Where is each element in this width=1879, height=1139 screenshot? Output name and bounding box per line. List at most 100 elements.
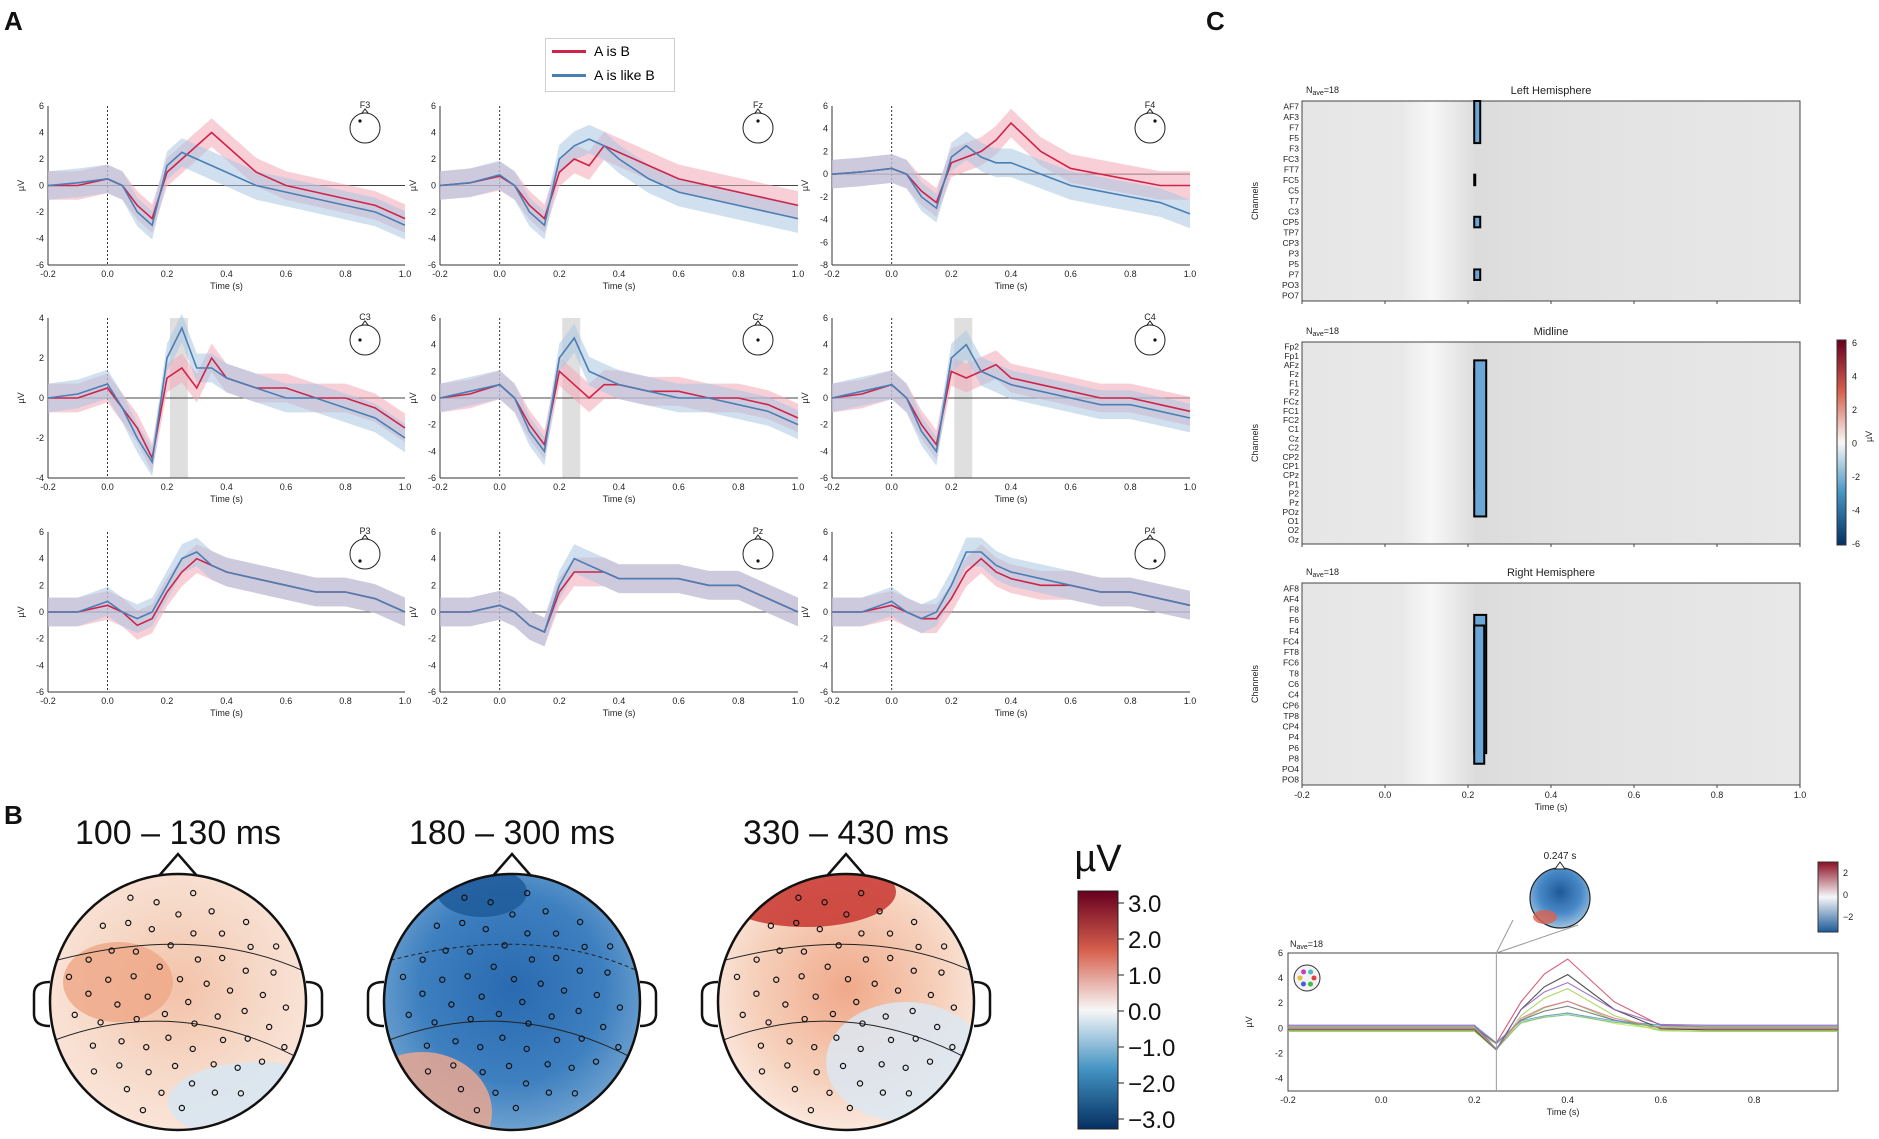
y-tick-label: 6 bbox=[431, 527, 436, 537]
topomap-region bbox=[63, 942, 173, 1022]
inset-positive-region bbox=[1533, 910, 1557, 924]
nave-symbol: N bbox=[1290, 939, 1297, 949]
significant-cluster bbox=[1473, 624, 1486, 765]
sensor-dot bbox=[1307, 981, 1313, 987]
channel-label: Fp1 bbox=[1284, 351, 1299, 361]
left-ear-icon bbox=[32, 980, 51, 1028]
topomap-2: 180 – 300 ms bbox=[366, 814, 658, 1132]
x-tick-label: 0.8 bbox=[1711, 790, 1724, 800]
nave-label: Nave=18 bbox=[1306, 326, 1339, 338]
electrode-marker bbox=[843, 911, 850, 918]
colorbar-tick-label: 2.0 bbox=[1128, 927, 1161, 954]
channel-label: P6 bbox=[1289, 743, 1300, 753]
y-tick-label: 4 bbox=[1278, 973, 1283, 983]
electrode-marker bbox=[523, 889, 531, 897]
nave-value: =18 bbox=[1324, 85, 1339, 95]
x-tick-label: 0.4 bbox=[613, 696, 626, 706]
y-tick-label: 2 bbox=[431, 366, 436, 376]
electrode-marker bbox=[886, 930, 894, 937]
y-tick-label: 0 bbox=[39, 607, 44, 617]
electrode-marker bbox=[857, 889, 865, 897]
electrode-marker bbox=[85, 990, 92, 997]
electrode-marker bbox=[859, 1020, 866, 1027]
y-tick-label: 2 bbox=[39, 580, 44, 590]
contour-line bbox=[718, 1020, 974, 1063]
channel-label: C2 bbox=[1288, 443, 1299, 453]
electrode-marker bbox=[211, 1089, 219, 1096]
x-tick-label: 0.8 bbox=[1124, 482, 1137, 492]
x-tick-label: 0.0 bbox=[1375, 1095, 1388, 1105]
electrode-marker bbox=[576, 918, 584, 926]
electrode-marker bbox=[876, 908, 883, 915]
y-tick-label: 0 bbox=[431, 607, 436, 617]
electrode-marker bbox=[165, 1034, 172, 1041]
y-tick-label: 2 bbox=[823, 146, 828, 156]
electrode-marker bbox=[581, 943, 588, 951]
electrode-marker bbox=[461, 894, 468, 901]
electrode-marker bbox=[606, 943, 614, 950]
electrode-marker bbox=[826, 1089, 833, 1096]
heatmap-area bbox=[1301, 582, 1801, 786]
electrode-marker bbox=[821, 899, 828, 906]
right-ear-icon bbox=[639, 980, 658, 1028]
x-tick-label: 0.0 bbox=[101, 482, 114, 492]
channel-label: TP7 bbox=[1283, 228, 1299, 238]
electrode-marker bbox=[130, 973, 137, 980]
electrode-marker bbox=[399, 973, 407, 981]
electrode-marker bbox=[879, 1089, 887, 1096]
electrode-marker bbox=[824, 963, 831, 970]
electrode-marker bbox=[71, 1011, 78, 1019]
x-tick-label: 1.0 bbox=[1184, 269, 1197, 279]
nave-symbol: N bbox=[1306, 326, 1313, 336]
y-tick-label: 6 bbox=[39, 527, 44, 537]
x-tick-label: 0.0 bbox=[101, 696, 114, 706]
legend-item-a-is-like-b: A is like B bbox=[546, 63, 674, 87]
electrode-marker bbox=[442, 947, 449, 954]
electrode-marker bbox=[846, 1104, 854, 1112]
inset-colorbar bbox=[1817, 861, 1839, 933]
electrode-marker bbox=[853, 998, 860, 1006]
channel-label: PO3 bbox=[1282, 280, 1299, 290]
electrode-marker bbox=[148, 925, 156, 933]
channel-label: CP4 bbox=[1282, 722, 1299, 732]
ci-band-a-is-like-b bbox=[832, 330, 1190, 466]
contour-line bbox=[50, 943, 306, 973]
y-tick-label: -6 bbox=[820, 237, 828, 247]
y-tick-label: 4 bbox=[823, 340, 828, 350]
electrode-marker bbox=[878, 1061, 885, 1068]
electrode-marker bbox=[801, 1015, 808, 1023]
x-tick-label: 0.2 bbox=[945, 269, 958, 279]
heatmap-title: Right Hemisphere bbox=[1507, 567, 1595, 579]
panel-label-c: C bbox=[1206, 6, 1225, 36]
x-axis-label: Time (s) bbox=[210, 281, 243, 291]
topomap-region bbox=[384, 1117, 437, 1130]
electrode-marker bbox=[405, 1011, 412, 1019]
electrode-marker bbox=[419, 956, 426, 963]
nose-icon bbox=[1146, 320, 1154, 326]
electrode-marker bbox=[816, 925, 824, 933]
y-tick-label: 2 bbox=[39, 353, 44, 363]
electrode-marker bbox=[833, 1034, 840, 1041]
electrode-marker bbox=[795, 894, 802, 901]
electrode-marker bbox=[765, 1019, 772, 1026]
electrode-marker bbox=[188, 1080, 196, 1087]
electrode-marker bbox=[604, 969, 611, 976]
significant-cluster bbox=[1473, 359, 1488, 518]
electrode-marker bbox=[145, 1068, 152, 1076]
electrode-marker bbox=[125, 919, 132, 927]
significant-cluster bbox=[1473, 215, 1482, 229]
electrode-marker bbox=[839, 1062, 847, 1070]
electrode-location-dot bbox=[756, 559, 760, 563]
electrode-marker bbox=[433, 922, 441, 929]
channel-label: T7 bbox=[1289, 196, 1299, 206]
x-tick-label: 1.0 bbox=[399, 696, 412, 706]
x-tick-label: 1.0 bbox=[1794, 790, 1807, 800]
legend-swatch-a-is-like-b bbox=[552, 73, 586, 77]
x-tick-label: 0.0 bbox=[885, 482, 898, 492]
electrode-marker bbox=[519, 998, 526, 1006]
colorbar-tick-label: -2 bbox=[1852, 472, 1860, 482]
left-ear-icon bbox=[700, 980, 719, 1028]
electrode-name: F4 bbox=[1145, 100, 1156, 110]
erp-subplot-pz: 6 4 2 0 -2 -4 -6-0.2 0.0 0.2 0.4 0.6 0.8 1.0 Time (s)… bbox=[408, 526, 804, 718]
electrode-marker bbox=[811, 1043, 818, 1051]
